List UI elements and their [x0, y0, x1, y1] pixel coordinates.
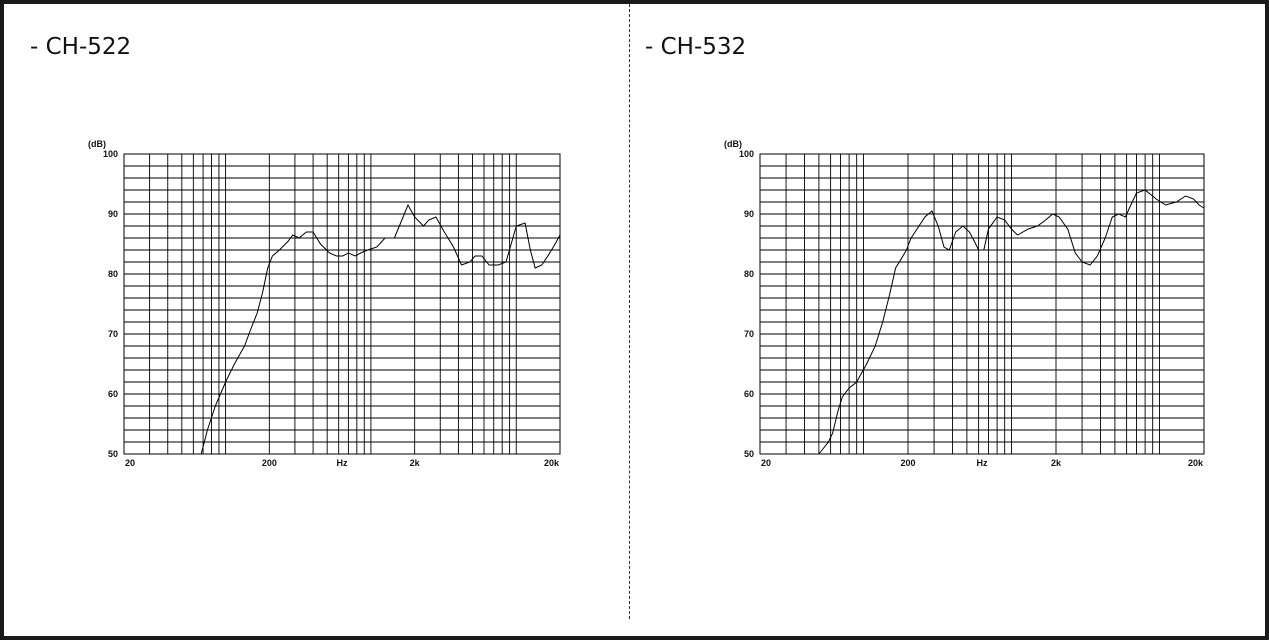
- y-tick-label: 50: [744, 449, 754, 459]
- x-tick-label: 20k: [544, 458, 560, 468]
- plot-area: [759, 153, 1205, 455]
- chart-grid: [760, 154, 1204, 454]
- y-tick-label: 80: [108, 269, 118, 279]
- y-tick-label: 60: [744, 389, 754, 399]
- panel-ch-522: - CH-522 (dB) 100 90 80 70 60 50 20 200 Hz 2k 20k: [4, 4, 629, 619]
- y-tick-label: 70: [744, 329, 754, 339]
- frequency-response-chart-ch-522: (dB)100 90 80 70 60 50 20 200 Hz 2k 20k: [88, 139, 561, 468]
- y-tick-label: 80: [744, 269, 754, 279]
- x-tick-label: 20: [761, 458, 771, 468]
- chart-grid: [124, 154, 560, 454]
- panel-title: - CH-532: [645, 34, 747, 60]
- x-tick-label: 20: [125, 458, 135, 468]
- y-tick-label: 70: [108, 329, 118, 339]
- y-tick-label: 90: [744, 209, 754, 219]
- panel-divider: [629, 4, 630, 619]
- y-tick-label: 90: [108, 209, 118, 219]
- x-tick-label: 200: [262, 458, 277, 468]
- x-axis-label: Hz: [976, 458, 987, 468]
- panel-ch-532: - CH-532 (dB) 100 90 80 70 60 50 20 200 Hz 2k 20k: [630, 4, 1265, 619]
- y-tick-label: 50: [108, 449, 118, 459]
- y-tick-label: 100: [103, 149, 118, 159]
- frequency-response-line: [818, 189, 1205, 455]
- frequency-response-chart-ch-532: (dB)100 90 80 70 60 50 20 200 Hz 2k 20k: [724, 139, 1205, 468]
- x-tick-label: 20k: [1188, 458, 1204, 468]
- y-tick-label: 100: [739, 149, 754, 159]
- y-axis-label: (dB): [724, 139, 742, 149]
- plot-area: [123, 153, 561, 455]
- y-axis-label: (dB): [88, 139, 106, 149]
- x-tick-label: 2k: [1051, 458, 1062, 468]
- x-axis-label: Hz: [336, 458, 347, 468]
- x-tick-label: 2k: [410, 458, 421, 468]
- panel-title: - CH-522: [30, 34, 132, 60]
- frequency-response-line: [200, 203, 561, 455]
- x-tick-label: 200: [900, 458, 915, 468]
- y-tick-label: 60: [108, 389, 118, 399]
